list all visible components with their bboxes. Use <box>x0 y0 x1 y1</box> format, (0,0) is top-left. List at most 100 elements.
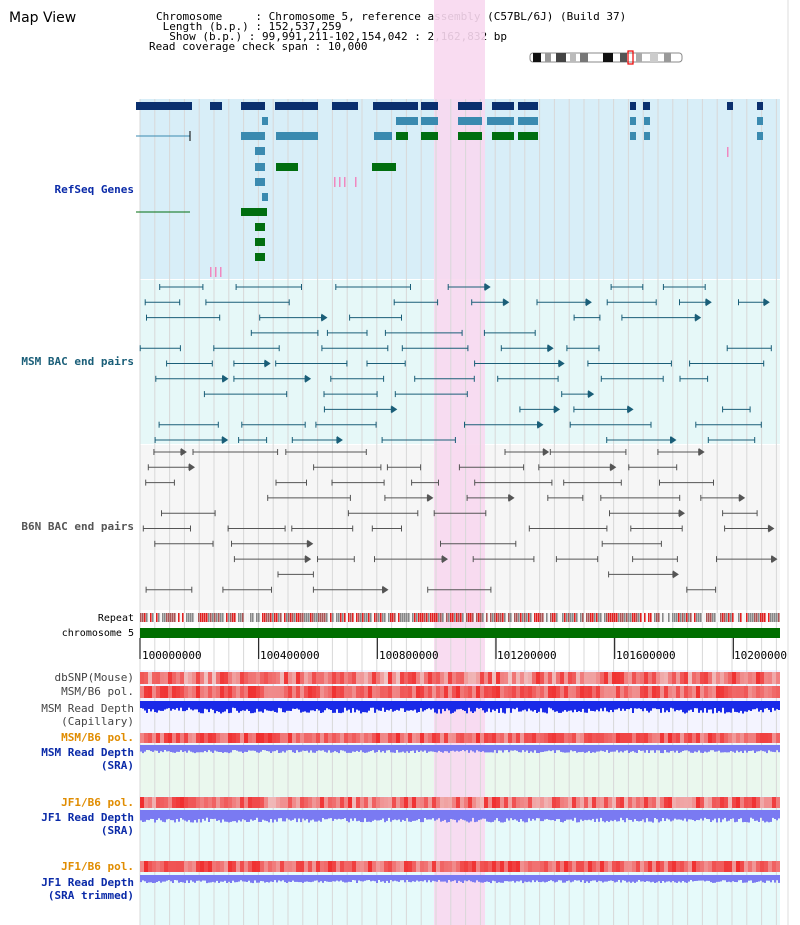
read-depth-bar <box>152 810 154 819</box>
read-depth-bar <box>708 701 710 710</box>
heat-cell <box>704 672 708 684</box>
repeat-bar <box>524 613 526 622</box>
read-depth-bar <box>486 875 488 882</box>
msm-bac-track-label[interactable]: MSM BAC end pairs <box>21 355 134 368</box>
read-depth-bar <box>556 875 558 882</box>
read-depth-bar <box>452 701 454 713</box>
read-depth-bar <box>686 810 688 822</box>
heat-cell <box>428 672 432 684</box>
read-depth-bar <box>720 701 722 713</box>
heat-cell <box>604 686 608 698</box>
read-depth-bar <box>182 875 184 883</box>
read-depth-bar <box>638 875 640 880</box>
read-depth-bar <box>198 701 200 713</box>
heat-cell <box>292 797 296 808</box>
heat-cell <box>584 672 588 684</box>
repeat-bar <box>442 613 444 622</box>
read-depth-bar <box>200 875 202 882</box>
heat-cell <box>616 733 620 743</box>
heat-cell <box>364 861 368 872</box>
read-depth-bar <box>724 701 726 714</box>
heat-cell <box>476 686 480 698</box>
read-depth-bar <box>506 810 508 819</box>
read-depth-bar <box>324 745 326 752</box>
heat-cell <box>432 686 436 698</box>
read-depth-bar <box>772 701 774 708</box>
b6n-bac-track-label[interactable]: B6N BAC end pairs <box>21 520 134 533</box>
heat-cell <box>696 733 700 743</box>
gene-exon-block <box>727 102 733 110</box>
read-depth-bar <box>338 875 340 882</box>
read-depth-bar <box>668 875 670 882</box>
heat-cell <box>432 861 436 872</box>
heat-cell <box>600 686 604 698</box>
read-depth-bar <box>382 810 384 819</box>
read-depth-bar <box>462 810 464 820</box>
read-depth-bar <box>196 810 198 823</box>
read-depth-bar <box>366 875 368 881</box>
read-depth-bar <box>672 701 674 709</box>
read-depth-bar <box>656 875 658 883</box>
heat-cell <box>192 797 196 808</box>
read-depth-bar <box>578 875 580 881</box>
heat-cell <box>520 861 524 872</box>
heat-cell <box>612 797 616 808</box>
heat-cell <box>228 672 232 684</box>
heat-cell <box>600 733 604 743</box>
read-depth-bar <box>626 875 628 883</box>
selection-highlight[interactable] <box>434 0 485 925</box>
read-depth-bar <box>410 810 412 822</box>
read-depth-bar <box>508 745 510 753</box>
gene-exon-block <box>275 102 318 110</box>
read-depth-bar <box>352 701 354 709</box>
right-scrollbar-track[interactable] <box>788 0 800 925</box>
repeat-bar <box>674 613 676 622</box>
repeat-bar <box>220 613 222 622</box>
heat-cell <box>688 686 692 698</box>
repeat-bar <box>280 613 282 622</box>
dbsnp-track-label: dbSNP(Mouse) <box>55 671 134 684</box>
read-depth-bar <box>178 875 180 883</box>
read-depth-bar <box>304 701 306 712</box>
read-depth-bar <box>238 745 240 752</box>
heat-cell <box>404 861 408 872</box>
read-depth-bar <box>480 745 482 752</box>
heat-cell <box>416 861 420 872</box>
read-depth-bar <box>738 745 740 753</box>
read-depth-bar <box>518 745 520 753</box>
read-depth-bar <box>752 745 754 751</box>
heat-cell <box>540 672 544 684</box>
read-depth-bar <box>568 701 570 711</box>
read-depth-bar <box>368 745 370 752</box>
repeat-bar <box>398 613 400 622</box>
read-depth-bar <box>264 701 266 710</box>
heat-cell <box>304 672 308 684</box>
read-depth-bar <box>160 810 162 821</box>
read-depth-bar <box>276 701 278 713</box>
read-depth-bar <box>488 875 490 882</box>
read-depth-bar <box>778 701 780 710</box>
heat-cell <box>568 686 572 698</box>
heat-cell <box>696 686 700 698</box>
repeat-bar <box>394 613 396 622</box>
heat-cell <box>308 733 312 743</box>
read-depth-bar <box>492 701 494 710</box>
heat-cell <box>460 797 464 808</box>
refseq-track-label[interactable]: RefSeq Genes <box>55 183 134 196</box>
read-depth-bar <box>738 701 740 713</box>
repeat-bar <box>586 613 588 622</box>
axis-tick-label: 101200000 <box>497 649 557 662</box>
bac-end-arrow <box>627 405 634 414</box>
repeat-bar <box>206 613 208 622</box>
read-depth-bar <box>478 745 480 752</box>
gene-exon-block <box>643 102 650 110</box>
heat-cell <box>720 733 724 743</box>
heat-cell <box>284 861 288 872</box>
read-depth-bar <box>176 875 178 881</box>
chromosome-ideogram[interactable] <box>529 50 683 65</box>
track-features <box>136 102 780 884</box>
read-depth-bar <box>730 875 732 883</box>
read-depth-bar <box>142 810 144 822</box>
bac-end-arrow <box>672 570 679 579</box>
